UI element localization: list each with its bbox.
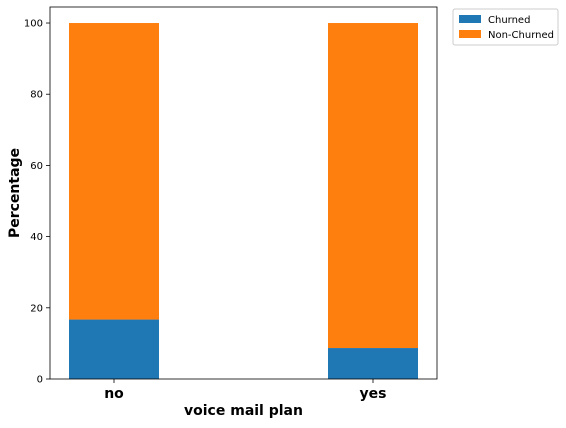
y-tick-label: 20 xyxy=(30,303,43,314)
plot-frame xyxy=(49,6,438,380)
y-tick-label: 0 xyxy=(37,375,43,386)
bar-churned-no xyxy=(69,319,159,379)
axes: 0 20 40 60 80 100 no yes voice mail plan Percenta… xyxy=(7,6,438,419)
legend-label-churned: Churned xyxy=(488,15,530,26)
legend: Churned Non-Churned xyxy=(452,8,559,46)
bar-churned-yes xyxy=(328,348,418,379)
legend-swatch-non-churned xyxy=(459,30,481,38)
y-tick-label: 40 xyxy=(30,232,43,243)
x-axis-label: voice mail plan xyxy=(184,403,303,419)
x-tick-label-no: no xyxy=(104,386,124,402)
x-tick-label-yes: yes xyxy=(360,386,387,402)
y-tick-label: 100 xyxy=(24,19,43,30)
legend-label-non-churned: Non-Churned xyxy=(488,30,554,41)
y-tick-label: 80 xyxy=(30,90,43,101)
plot-area xyxy=(69,23,418,379)
legend-swatch-churned xyxy=(459,15,481,23)
y-axis-label: Percentage xyxy=(7,148,23,238)
bar-non-churned-no xyxy=(69,23,159,320)
bar-non-churned-yes xyxy=(328,23,418,349)
y-tick-label: 60 xyxy=(30,161,43,172)
